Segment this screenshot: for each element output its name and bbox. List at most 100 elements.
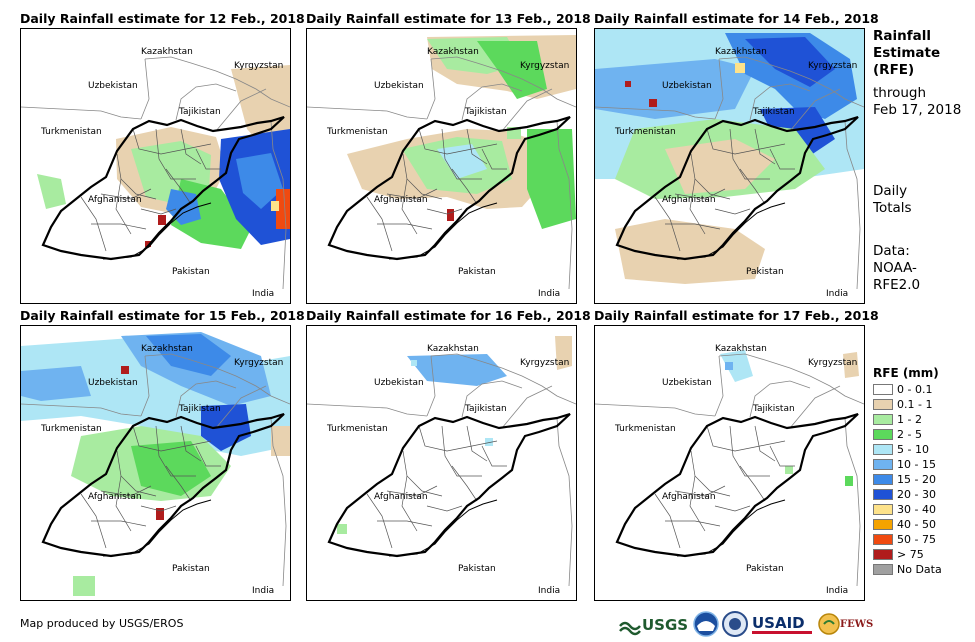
country-label: Kyrgyzstan xyxy=(808,61,857,71)
country-border xyxy=(556,120,573,290)
country-border xyxy=(307,403,428,417)
rainfall-area xyxy=(271,201,279,211)
legend-label: 0.1 - 1 xyxy=(897,398,933,411)
country-label: Uzbekistan xyxy=(88,378,138,388)
side-date: Feb 17, 2018 xyxy=(873,102,962,118)
rainfall-area xyxy=(201,404,251,451)
legend-label: 1 - 2 xyxy=(897,413,922,426)
afghanistan-border xyxy=(615,115,859,261)
country-border xyxy=(21,106,142,120)
rainfall-area xyxy=(411,360,417,366)
province-boundary xyxy=(386,485,438,497)
country-label: Pakistan xyxy=(458,564,496,574)
rainfall-area xyxy=(477,41,547,99)
province-boundary xyxy=(80,196,107,252)
usgs-logo-text: USGS xyxy=(642,616,688,634)
fewsnet-logo-text: FEWS NET xyxy=(840,619,874,630)
country-label: Tajikistan xyxy=(178,404,221,414)
legend-rows: 0 - 0.1 0.1 - 1 1 - 2 2 - 5 5 - 10 10 - 15 15 … xyxy=(873,382,973,577)
country-label: Tajikistan xyxy=(464,404,507,414)
legend-item: 30 - 40 xyxy=(873,502,973,517)
province-boundary xyxy=(441,128,482,180)
country-border xyxy=(270,417,287,587)
country-border xyxy=(140,355,150,417)
province-boundary xyxy=(140,208,177,215)
map-svg: Kazakhstan Kyrgyzstan Uzbekistan Tajikistan… xyxy=(21,332,290,596)
legend-item: No Data xyxy=(873,562,973,577)
legend-label: 20 - 30 xyxy=(897,488,936,501)
rfe-legend: RFE (mm) 0 - 0.1 0.1 - 1 1 - 2 2 - 5 5 - 10 1… xyxy=(873,364,973,577)
country-border xyxy=(714,58,724,120)
province-boundary xyxy=(180,425,202,462)
legend-swatch xyxy=(873,429,893,440)
panel-title: Daily Rainfall estimate for 15 Feb., 201… xyxy=(20,308,305,323)
province-boundary xyxy=(366,493,393,549)
country-label: Kyrgyzstan xyxy=(808,358,857,368)
province-boundary xyxy=(714,208,751,215)
country-label: Kazakhstan xyxy=(141,344,193,354)
legend-item: 50 - 75 xyxy=(873,532,973,547)
pakistan-border xyxy=(102,202,212,260)
province-boundary xyxy=(140,505,177,512)
rainfall-area xyxy=(785,466,793,474)
country-border xyxy=(426,58,436,120)
province-boundary xyxy=(377,520,433,527)
rainfall-area xyxy=(271,426,290,456)
rainfall-area xyxy=(156,508,164,520)
country-label: Turkmenistan xyxy=(326,424,388,434)
fewsnet-logo: FEWS NET xyxy=(818,610,901,638)
province-boundary xyxy=(116,450,157,497)
province-boundary xyxy=(115,475,132,532)
legend-item: 2 - 5 xyxy=(873,427,973,442)
country-border xyxy=(175,83,237,121)
province-boundary xyxy=(689,178,706,235)
province-boundary xyxy=(654,196,681,252)
country-label: Afghanistan xyxy=(662,492,716,502)
country-border xyxy=(144,56,290,108)
rainfall-area xyxy=(276,189,290,229)
province-boundary xyxy=(91,223,147,230)
province-boundary xyxy=(195,148,221,170)
country-border xyxy=(789,88,841,132)
pakistan-border xyxy=(676,202,786,260)
rainfall-map: Kazakhstan Kyrgyzstan Uzbekistan Tajikistan… xyxy=(20,28,291,304)
country-label: Kyrgyzstan xyxy=(234,61,283,71)
legend-title: RFE (mm) xyxy=(873,366,939,380)
rainfall-area xyxy=(745,37,835,87)
country-border xyxy=(144,353,290,405)
panel-title: Daily Rainfall estimate for 17 Feb., 201… xyxy=(594,308,879,323)
province-boundary xyxy=(116,153,157,200)
legend-label: 2 - 5 xyxy=(897,428,922,441)
province-boundary xyxy=(481,148,507,170)
country-border xyxy=(140,58,150,120)
country-border xyxy=(501,385,553,429)
rainfall-area xyxy=(236,153,283,209)
country-label: India xyxy=(538,289,560,299)
usgs-mark-icon: USGS xyxy=(619,616,688,636)
side-through: through Feb 17, 2018 xyxy=(873,85,961,119)
side-title-line: (RFE) xyxy=(873,62,915,78)
country-border xyxy=(595,403,716,417)
country-label: Uzbekistan xyxy=(88,81,138,91)
rainfall-map: Kazakhstan Kyrgyzstan Uzbekistan Tajikistan… xyxy=(594,325,865,601)
province-boundary xyxy=(100,485,152,497)
country-border xyxy=(749,83,811,121)
country-border xyxy=(215,88,267,132)
province-boundary xyxy=(91,520,147,527)
country-label: India xyxy=(538,586,560,596)
legend-swatch xyxy=(873,489,893,500)
country-label: Afghanistan xyxy=(662,195,716,205)
province-boundary xyxy=(366,196,393,252)
legend-swatch xyxy=(873,534,893,545)
province-boundary xyxy=(451,465,478,502)
country-border xyxy=(844,120,861,290)
legend-swatch xyxy=(873,414,893,425)
rainfall-area xyxy=(73,576,95,596)
side-data-line: NOAA- xyxy=(873,260,917,276)
rainfall-area xyxy=(251,87,283,124)
country-label: Turkmenistan xyxy=(614,127,676,137)
province-boundary xyxy=(769,148,795,170)
province-boundary xyxy=(690,450,731,497)
province-boundary xyxy=(729,425,770,477)
province-boundary xyxy=(402,153,443,200)
